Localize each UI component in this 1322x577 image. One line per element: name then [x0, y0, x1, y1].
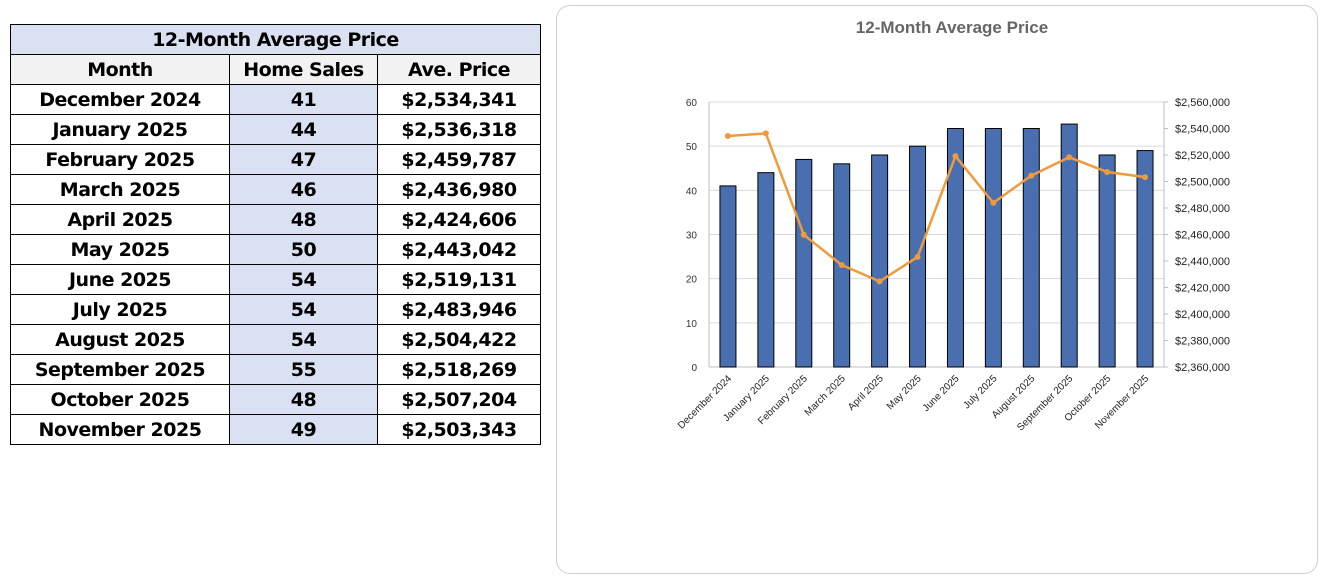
point-ave-price	[762, 130, 769, 137]
cell-ave-price: $2,436,980	[377, 174, 541, 205]
cell-home-sales: 48	[229, 204, 378, 235]
cell-ave-price: $2,503,343	[377, 414, 541, 445]
cell-month: March 2025	[10, 174, 230, 205]
point-ave-price	[1028, 172, 1035, 179]
x-tick-label: December 2024	[676, 373, 734, 431]
x-tick-label: May 2025	[885, 373, 924, 412]
point-ave-price	[800, 231, 807, 238]
header-ave-price: Ave. Price	[377, 54, 541, 85]
cell-ave-price: $2,534,341	[377, 84, 541, 115]
cell-home-sales: 55	[229, 354, 378, 385]
cell-ave-price: $2,536,318	[377, 114, 541, 145]
y2-tick-label: $2,540,000	[1175, 124, 1230, 136]
bar-home-sales	[719, 185, 737, 368]
x-tick-label: June 2025	[921, 373, 962, 414]
bar-home-sales	[1060, 123, 1078, 368]
y-tick-label: 40	[686, 186, 698, 197]
table-row: July 2025 54 $2,483,946	[10, 294, 541, 325]
y-tick-label: 10	[686, 319, 698, 330]
cell-home-sales: 48	[229, 384, 378, 415]
bar-home-sales	[871, 154, 889, 368]
table-row: March 2025 46 $2,436,980	[10, 174, 541, 205]
cell-month: November 2025	[10, 414, 230, 445]
point-ave-price	[990, 199, 997, 206]
y2-tick-label: $2,400,000	[1175, 309, 1230, 321]
cell-home-sales: 50	[229, 234, 378, 265]
cell-month: January 2025	[10, 114, 230, 145]
point-ave-price	[1066, 154, 1073, 161]
x-tick-label: March 2025	[803, 373, 848, 418]
table-row: December 2024 41 $2,534,341	[10, 84, 541, 115]
cell-home-sales: 54	[229, 264, 378, 295]
x-tick-label: April 2025	[846, 373, 886, 413]
bar-home-sales	[1022, 128, 1040, 368]
y-tick-label: 20	[686, 275, 698, 286]
cell-home-sales: 44	[229, 114, 378, 145]
bar-home-sales	[1098, 154, 1116, 368]
x-tick-label: July 2025	[961, 373, 999, 411]
y-tick-label: 0	[691, 363, 697, 374]
table-row: January 2025 44 $2,536,318	[10, 114, 541, 145]
cell-month: December 2024	[10, 84, 230, 115]
cell-month: April 2025	[10, 204, 230, 235]
y2-tick-label: $2,500,000	[1175, 177, 1230, 189]
cell-ave-price: $2,443,042	[377, 234, 541, 265]
point-ave-price	[724, 132, 731, 139]
y2-tick-label: $2,560,000	[1175, 97, 1230, 109]
bar-home-sales	[984, 128, 1002, 368]
table-row: November 2025 49 $2,503,343	[10, 414, 541, 445]
cell-month: June 2025	[10, 264, 230, 295]
bar-home-sales	[757, 172, 775, 368]
bar-home-sales	[795, 158, 813, 368]
table-row: February 2025 47 $2,459,787	[10, 144, 541, 175]
cell-home-sales: 41	[229, 84, 378, 115]
price-table: 12-Month Average Price Month Home Sales …	[10, 24, 541, 445]
cell-home-sales: 49	[229, 414, 378, 445]
y-tick-label: 30	[686, 231, 698, 242]
y-tick-label: 60	[686, 98, 698, 109]
y2-tick-label: $2,380,000	[1175, 336, 1230, 348]
bar-home-sales	[1136, 150, 1154, 368]
chart-title: 12-Month Average Price	[856, 18, 1048, 37]
cell-ave-price: $2,424,606	[377, 204, 541, 235]
chart-container	[556, 5, 1318, 574]
y2-tick-label: $2,420,000	[1175, 283, 1230, 295]
cell-month: July 2025	[10, 294, 230, 325]
y2-tick-label: $2,520,000	[1175, 150, 1230, 162]
cell-month: February 2025	[10, 144, 230, 175]
table-row: April 2025 48 $2,424,606	[10, 204, 541, 235]
cell-ave-price: $2,507,204	[377, 384, 541, 415]
table-title: 12-Month Average Price	[10, 24, 541, 55]
y2-tick-label: $2,440,000	[1175, 256, 1230, 268]
point-ave-price	[1142, 174, 1149, 181]
y2-tick-label: $2,360,000	[1175, 362, 1230, 374]
y2-tick-label: $2,460,000	[1175, 230, 1230, 242]
cell-home-sales: 47	[229, 144, 378, 175]
bar-home-sales	[946, 128, 964, 368]
table-row: May 2025 50 $2,443,042	[10, 234, 541, 265]
y2-tick-label: $2,480,000	[1175, 203, 1230, 215]
y-tick-label: 50	[686, 142, 698, 153]
line-ave-price	[727, 132, 1146, 283]
point-ave-price	[838, 262, 845, 269]
point-ave-price	[952, 153, 959, 160]
point-ave-price	[876, 278, 883, 285]
point-ave-price	[1104, 168, 1111, 175]
cell-ave-price: $2,459,787	[377, 144, 541, 175]
point-ave-price	[914, 253, 921, 260]
cell-home-sales: 54	[229, 294, 378, 325]
